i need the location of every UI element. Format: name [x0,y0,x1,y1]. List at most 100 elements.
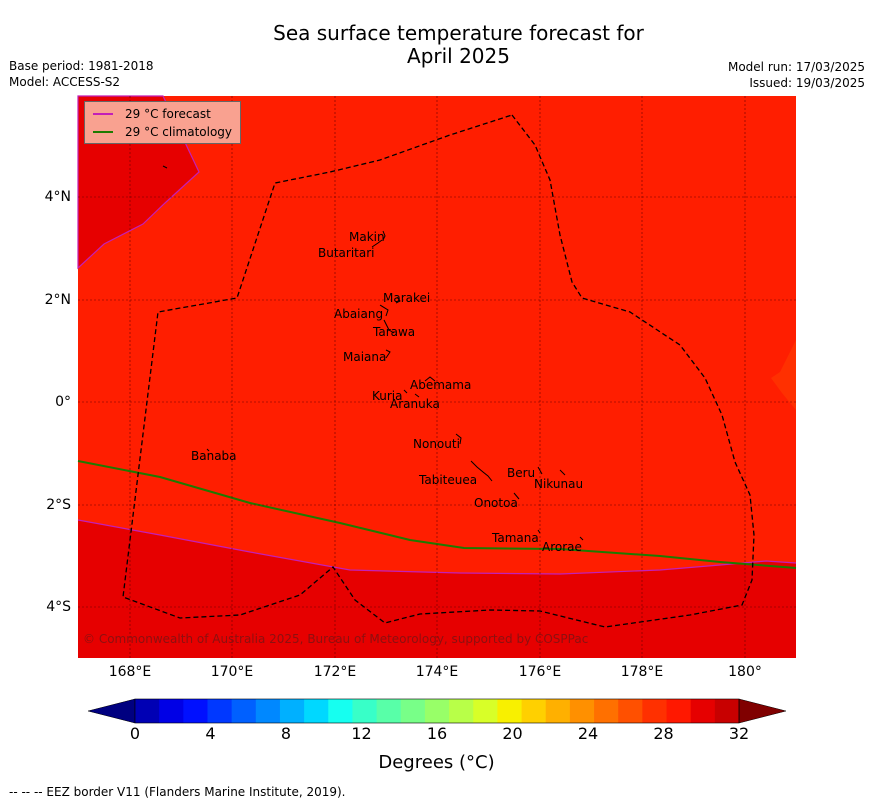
model-run-text: Model run: 17/03/2025 [727,60,865,74]
colorbar-segment [207,699,233,723]
x-tick-label: 172°E [313,664,357,680]
colorbar-units-label: Degrees (°C) [378,752,495,773]
colorbar-segment [279,699,305,723]
title-line-1: Sea surface temperature forecast for [273,21,644,45]
colorbar-segment [618,699,643,723]
place-abaiang: Abaiang [334,307,383,321]
colorbar-segment [328,699,353,723]
y-tick-label: 2°S [46,497,71,513]
place-banaba: Banaba [191,449,237,463]
colorbar-outline [134,698,740,724]
eez-border [122,114,755,628]
place-onotoa: Onotoa [474,496,518,510]
colorbar-segment [424,699,450,723]
place-abemama: Abemama [410,378,471,392]
colorbar-segment [255,699,281,723]
colorbar-tick-label: 28 [653,724,674,743]
place-arorae: Arorae [542,540,582,554]
x-tick-label: 168°E [108,664,152,680]
place-tabiteuea: Tabiteuea [418,473,477,487]
base-period-text: Base period: 1981-2018 [9,59,154,73]
model-text: Model: ACCESS-S2 [9,75,121,89]
place-aranuka: Aranuka [390,397,440,411]
place-makin: Makin [349,230,385,244]
copyright-text: © Commonwealth of Australia 2025, Bureau… [83,632,589,646]
colorbar-segment [666,699,692,723]
colorbar-segment [376,699,402,723]
map-legend: 29 °C forecast 29 °C climatology [84,101,241,144]
island-abemama [424,376,436,382]
island-arorae [579,536,584,541]
island-abaiang [379,304,389,317]
place-maiana: Maiana [343,350,386,364]
island-maiana [385,349,391,359]
legend-forecast-label: 29 °C forecast [125,107,211,121]
island-butaritari [371,239,383,248]
island-nikunau [559,469,566,476]
title-line-2: April 2025 [407,44,510,68]
place-tarawa: Tarawa [372,325,415,339]
x-tick-label: 176°E [518,664,562,680]
legend-forecast-swatch [93,113,113,115]
legend-climatology: 29 °C climatology [93,124,232,140]
colorbar-segment [449,699,474,723]
island-onotoa [513,492,520,500]
colorbar-tick-label: 32 [728,724,750,743]
x-tick-label: 170°E [210,664,254,680]
colorbar-tick-label: 24 [577,724,599,743]
place-tamana: Tamana [491,531,539,545]
island-aranuka [414,393,420,398]
colorbar-segment [594,699,619,723]
colorbar [87,698,787,724]
colorbar-segment [352,699,377,723]
colorbar-tick-label: 8 [280,724,292,743]
island-north-west [162,165,168,169]
colorbar-segment [231,699,257,723]
island-nonouti [455,433,462,445]
y-tick-label: 4°N [44,189,71,205]
place-butaritari: Butaritari [318,246,375,260]
island-tarawa [383,319,395,334]
legend-climatology-label: 29 °C climatology [125,125,233,139]
eez-footnote: -- -- -- EEZ border V11 (Flanders Marine… [9,785,346,799]
colorbar-segment [521,699,547,723]
colorbar-segment [545,699,571,723]
island-tabiteuea [470,460,493,482]
place-kuria: Kuria [372,389,403,403]
colorbar-segment [183,699,208,723]
map-title: Sea surface temperature forecast for Apr… [0,22,873,68]
colorbar-segment [497,699,522,723]
colorbar-segment [714,699,740,723]
colorbar-segment [473,699,498,723]
island-beru [537,466,543,475]
sst-warm-patch-east [771,340,796,410]
place-marakei: Marakei [383,291,430,305]
colorbar-tick-label: 0 [129,724,141,743]
x-tick-label: 178°E [620,664,664,680]
colorbar-tick-label: 4 [205,724,216,743]
x-tick-label: 180° [728,664,762,680]
colorbar-extend-low [87,698,136,724]
model-info: Base period: 1981-2018 Model: ACCESS-S2 [9,58,154,90]
colorbar-extend-high [738,698,787,724]
y-tick-label: 4°S [46,599,71,615]
y-tick-label: 0° [55,394,71,410]
island-marakei [395,296,401,304]
island-kuria [403,389,408,394]
colorbar-tick-label: 16 [426,724,448,743]
place-nikunau: Nikunau [534,477,583,491]
colorbar-segment [690,699,716,723]
y-tick-label: 2°N [44,292,71,308]
colorbar-segment [642,699,667,723]
legend-forecast: 29 °C forecast [93,106,211,122]
island-makin [382,230,386,241]
island-outlines [162,165,584,541]
legend-climatology-swatch [93,131,113,133]
island-banaba [206,448,210,452]
place-beru: Beru [507,466,535,480]
place-labels: Makin Butaritari Marakei Abaiang Tarawa … [191,230,583,554]
colorbar-segment [135,699,160,723]
colorbar-tick-label: 20 [502,724,523,743]
colorbar-segment [304,699,329,723]
colorbar-segment [569,699,595,723]
